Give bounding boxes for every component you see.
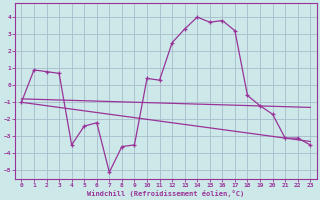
X-axis label: Windchill (Refroidissement éolien,°C): Windchill (Refroidissement éolien,°C) [87,190,244,197]
